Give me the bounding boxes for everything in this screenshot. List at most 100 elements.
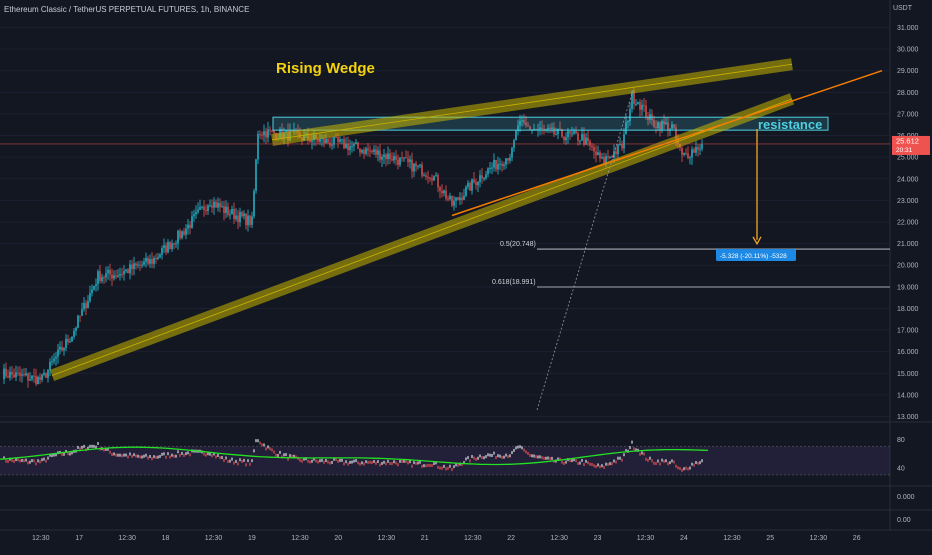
candle-body (585, 137, 587, 145)
candle-body (491, 167, 493, 169)
candle-body (449, 195, 451, 200)
candle-body (605, 156, 607, 163)
candle-body (173, 243, 175, 245)
candle-body (543, 128, 545, 130)
oscillator-tick-label: 40 (897, 465, 905, 472)
candle-body (647, 117, 649, 120)
candle-body (337, 137, 339, 142)
candle-body (447, 198, 449, 200)
time-axis-label: 12:30 (550, 535, 568, 542)
symbol-title: Ethereum Classic / TetherUS PERPETUAL FU… (4, 5, 250, 14)
candle-body (535, 128, 537, 130)
candle-body (161, 248, 163, 255)
candle-body (471, 179, 473, 191)
candle-body (141, 264, 143, 266)
candle-body (175, 243, 177, 245)
candle-body (347, 143, 349, 151)
candle-body (369, 150, 371, 152)
candle-body (27, 373, 29, 381)
candle-body (433, 176, 435, 181)
price-tick-label: 14.000 (897, 392, 919, 399)
candle-body (229, 214, 231, 216)
price-tick-label: 25.000 (897, 155, 919, 162)
candle-body (169, 242, 171, 250)
candle-body (145, 257, 147, 262)
candle-body (167, 242, 169, 253)
candle-body (501, 163, 503, 166)
candle-body (489, 168, 491, 170)
candle-body (375, 149, 377, 155)
candle-body (73, 330, 75, 337)
candle-body (241, 212, 243, 217)
candle-body (387, 153, 389, 160)
candle-body (621, 144, 623, 149)
candle-body (391, 159, 393, 161)
candle-body (199, 207, 201, 210)
candle-body (243, 213, 245, 217)
candle-body (409, 159, 411, 162)
candle-body (119, 274, 121, 276)
candle-body (693, 149, 695, 153)
candle-body (353, 144, 355, 147)
candle-body (465, 186, 467, 196)
candle-body (139, 264, 141, 266)
candle-body (519, 121, 521, 126)
fib-0618-label: 0.618(18.991) (492, 279, 536, 286)
candle-body (477, 181, 479, 185)
candle-body (267, 129, 269, 138)
candle-body (5, 368, 7, 377)
candle-body (33, 375, 35, 377)
candle-body (245, 213, 247, 226)
candle-body (383, 154, 385, 157)
candle-body (581, 134, 583, 141)
candle-body (569, 131, 571, 134)
candle-body (529, 126, 531, 130)
candle-body (563, 136, 565, 141)
candle-body (125, 269, 127, 272)
candle-body (701, 144, 703, 149)
candle-body (177, 230, 179, 244)
candle-body (157, 257, 159, 259)
candle-body (13, 374, 15, 378)
candle-body (195, 211, 197, 215)
candle-body (217, 202, 219, 208)
candle-body (641, 104, 643, 110)
candle-body (533, 128, 535, 130)
candle-body (479, 175, 481, 182)
candle-body (335, 137, 337, 139)
candle-body (469, 182, 471, 191)
candle-body (41, 374, 43, 380)
candle-body (225, 206, 227, 213)
candle-body (197, 209, 199, 212)
candle-body (687, 153, 689, 159)
wedge-lower-band-edge (51, 98, 793, 376)
candle-body (273, 130, 275, 134)
time-axis-label: 22 (507, 535, 515, 542)
candle-body (573, 131, 575, 134)
candle-body (661, 121, 663, 131)
candle-body (597, 152, 599, 156)
candle-body (213, 201, 215, 208)
candle-body (601, 157, 603, 159)
candle-body (457, 197, 459, 200)
oscillator-signal-line (0, 446, 709, 466)
candle-body (633, 91, 635, 105)
candle-body (15, 372, 17, 378)
candle-body (415, 163, 417, 167)
candle-body (517, 125, 519, 131)
candle-body (427, 176, 429, 178)
candle-body (539, 127, 541, 130)
candle-body (89, 293, 91, 302)
pattern-label: Rising Wedge (276, 60, 375, 77)
candle-body (311, 140, 313, 142)
candle-body (17, 372, 19, 374)
time-axis-label: 12:30 (118, 535, 136, 542)
candle-body (643, 104, 645, 106)
price-tick-label: 24.000 (897, 176, 919, 183)
candle-body (249, 215, 251, 225)
candle-body (669, 128, 671, 131)
candle-body (221, 206, 223, 208)
price-tick-label: 19.000 (897, 284, 919, 291)
